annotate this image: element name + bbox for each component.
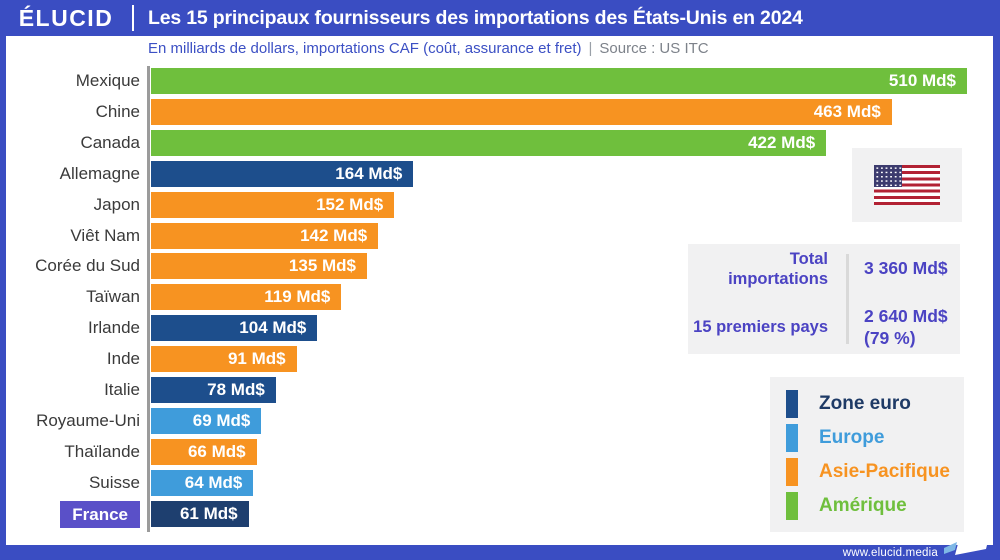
bar-mexique: 510 Md$ [151,68,967,94]
legend-label: Amérique [819,495,907,516]
subtitle-separator: | [588,40,593,57]
totals-divider [846,254,849,344]
bar-chine: 463 Md$ [151,98,892,125]
chart-subtitle: En milliards de dollars, importations CA… [148,40,709,57]
bar-allemagne: 164 Md$ [151,160,414,187]
bar-france: 61 Md$ [151,500,249,527]
bar-value-label: 61 Md$ [179,503,238,523]
axis-line [147,66,150,532]
bar-value-label: 422 Md$ [748,132,816,152]
legend-label: Zone euro [819,393,911,414]
bar-value-label: 164 Md$ [335,163,403,183]
elucid-mark-icon [944,533,990,555]
bar-value-label: 135 Md$ [288,256,356,276]
bar-irlande: 104 Md$ [151,315,318,342]
legend-item: Europe [786,424,964,452]
total-imports-value: 3 360 Md$ [864,258,948,279]
country-label: France [0,500,140,528]
country-label: Suisse [88,472,140,492]
country-label: Allemagne [59,163,140,183]
bar-thaïlande: 66 Md$ [151,438,257,465]
totals-panel: Total importations 3 360 Md$ 15 premiers… [688,244,960,354]
top15-value: 2 640 Md$ (79 %) [864,306,960,350]
header-bar: ÉLUCID Les 15 principaux fournisseurs de… [0,0,1000,36]
bar-suisse: 64 Md$ [151,469,254,496]
bar-value-label: 119 Md$ [264,287,331,307]
usa-flag-icon [874,165,940,205]
bar-taïwan: 119 Md$ [151,284,342,311]
legend-label: Europe [819,427,885,448]
website-url: www.elucid.media [842,547,938,559]
bar-japon: 152 Md$ [151,191,395,218]
bar-value-label: 64 Md$ [184,472,243,492]
country-label: Irlande [88,318,140,338]
bar-italie: 78 Md$ [151,377,276,403]
bar-value-label: 78 Md$ [207,380,265,399]
legend-label: Asie-Pacifique [819,461,950,482]
legend-item: Amérique [786,492,964,520]
france-badge: France [60,500,140,528]
country-label: Japon [93,194,140,214]
footer-bar [0,545,1000,560]
bar-value-label: 66 Md$ [187,441,246,461]
bar-value-label: 152 Md$ [316,194,384,214]
bar-royaume-uni: 69 Md$ [151,407,262,434]
country-label: Thaïlande [64,441,140,461]
source-label: Source : US ITC [599,40,709,57]
legend-swatch [786,424,798,452]
bar-corée-du-sud: 135 Md$ [151,253,367,280]
legend-swatch [786,390,798,418]
subtitle-unit: En milliards de dollars, importations CA… [148,40,582,57]
top15-share: (79 %) [864,327,916,348]
country-label: Royaume-Uni [36,410,140,430]
total-imports-label: Total importations [728,249,828,289]
bar-value-label: 91 Md$ [227,349,286,369]
country-label: Taïwan [86,287,140,307]
bar-value-label: 463 Md$ [813,101,881,121]
bar-value-label: 142 Md$ [300,225,368,245]
frame-right-border [993,0,1000,560]
legend-item: Zone euro [786,390,964,418]
legend-item: Asie-Pacifique [786,458,964,486]
country-label: Mexique [75,71,140,90]
bar-value-label: 69 Md$ [192,410,251,430]
bar-canada: 422 Md$ [151,129,827,156]
bar-inde: 91 Md$ [151,346,297,373]
top15-label: 15 premiers pays [693,318,828,337]
country-label: Viêt Nam [70,225,140,245]
frame-left-border [0,0,6,560]
country-label: Corée du Sud [35,256,140,276]
legend-panel: Zone euro Europe Asie-Pacifique Amérique [770,377,964,532]
us-flag-panel [852,148,962,222]
usa-flag-canton [874,165,902,187]
bar-value-label: 510 Md$ [888,71,956,90]
brand-logo: ÉLUCID [18,4,114,31]
top15-amount: 2 640 Md$ [864,305,948,326]
country-label: Canada [80,132,140,152]
country-label: Italie [104,380,140,399]
header-divider [132,5,134,31]
chart-title: Les 15 principaux fournisseurs des impor… [148,6,803,29]
legend-swatch [786,458,798,486]
legend-swatch [786,492,798,520]
bar-value-label: 104 Md$ [239,318,307,338]
country-label: Chine [95,101,140,121]
bar-viêt-nam: 142 Md$ [151,222,379,249]
country-label: Inde [106,349,140,369]
